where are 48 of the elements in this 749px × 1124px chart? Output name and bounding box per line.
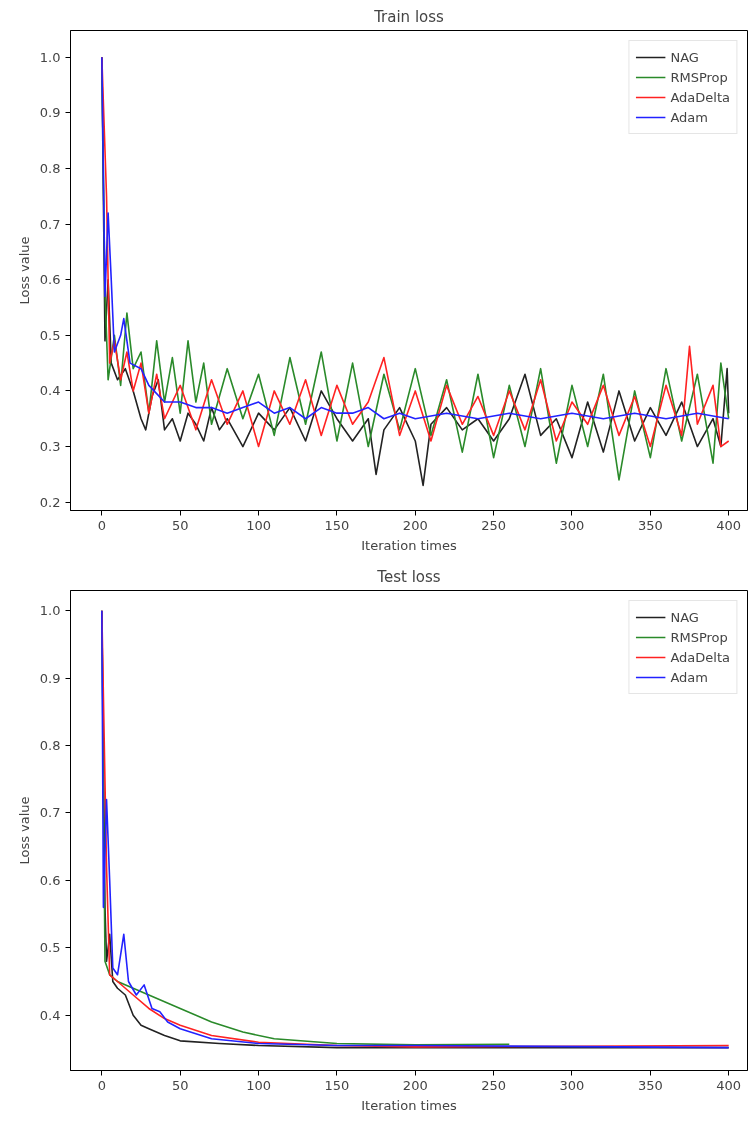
x-tick-label: 400 — [716, 1077, 742, 1093]
x-tick-label: 0 — [97, 517, 106, 533]
y-tick-label: 0.5 — [39, 327, 61, 343]
y-tick-label: 0.6 — [39, 872, 61, 888]
y-tick-label: 0.8 — [39, 160, 61, 176]
y-tick-label: 0.7 — [39, 216, 61, 232]
x-tick-label: 400 — [716, 517, 742, 533]
x-tick-label: 100 — [246, 517, 271, 533]
y-tick-label: 0.3 — [39, 439, 61, 455]
y-tick-label: 0.7 — [39, 805, 61, 821]
x-tick-label: 50 — [171, 517, 189, 533]
legend-label: Adam — [670, 669, 708, 685]
y-tick-label: 1.0 — [39, 49, 61, 65]
chart-title: Test loss — [376, 567, 441, 586]
legend-label: RMSProp — [670, 69, 728, 85]
chart-title: Train loss — [373, 7, 445, 26]
x-axis-title: Iteration times — [361, 537, 457, 553]
x-tick-label: 0 — [97, 1077, 106, 1093]
x-axis-title: Iteration times — [361, 1097, 457, 1113]
y-tick-label: 0.9 — [39, 670, 61, 686]
y-tick-label: 0.4 — [39, 1007, 61, 1023]
legend-label: NAG — [670, 49, 699, 65]
y-tick-label: 0.2 — [39, 494, 61, 510]
legend-label: AdaDelta — [670, 649, 730, 665]
y-tick-label: 0.8 — [39, 738, 61, 754]
y-tick-label: 0.9 — [39, 105, 61, 121]
legend-label: AdaDelta — [670, 89, 730, 105]
x-tick-label: 200 — [402, 517, 428, 533]
x-tick-label: 250 — [481, 517, 507, 533]
x-tick-label: 350 — [637, 1077, 663, 1093]
legend-label: RMSProp — [670, 629, 728, 645]
y-tick-label: 0.5 — [39, 940, 61, 956]
x-tick-label: 350 — [637, 517, 663, 533]
x-tick-label: 300 — [559, 1077, 585, 1093]
y-axis-title: Loss value — [16, 796, 32, 865]
y-tick-label: 1.0 — [39, 603, 61, 619]
y-tick-label: 0.4 — [39, 383, 61, 399]
x-tick-label: 150 — [324, 517, 350, 533]
x-tick-label: 100 — [246, 1077, 271, 1093]
y-tick-label: 0.6 — [39, 272, 61, 288]
x-tick-label: 50 — [171, 1077, 189, 1093]
x-tick-label: 250 — [481, 1077, 507, 1093]
y-axis-title: Loss value — [16, 236, 32, 305]
legend-label: NAG — [670, 609, 699, 625]
x-tick-label: 300 — [559, 517, 585, 533]
x-tick-label: 150 — [324, 1077, 350, 1093]
x-tick-label: 200 — [402, 1077, 428, 1093]
legend-label: Adam — [670, 109, 708, 125]
